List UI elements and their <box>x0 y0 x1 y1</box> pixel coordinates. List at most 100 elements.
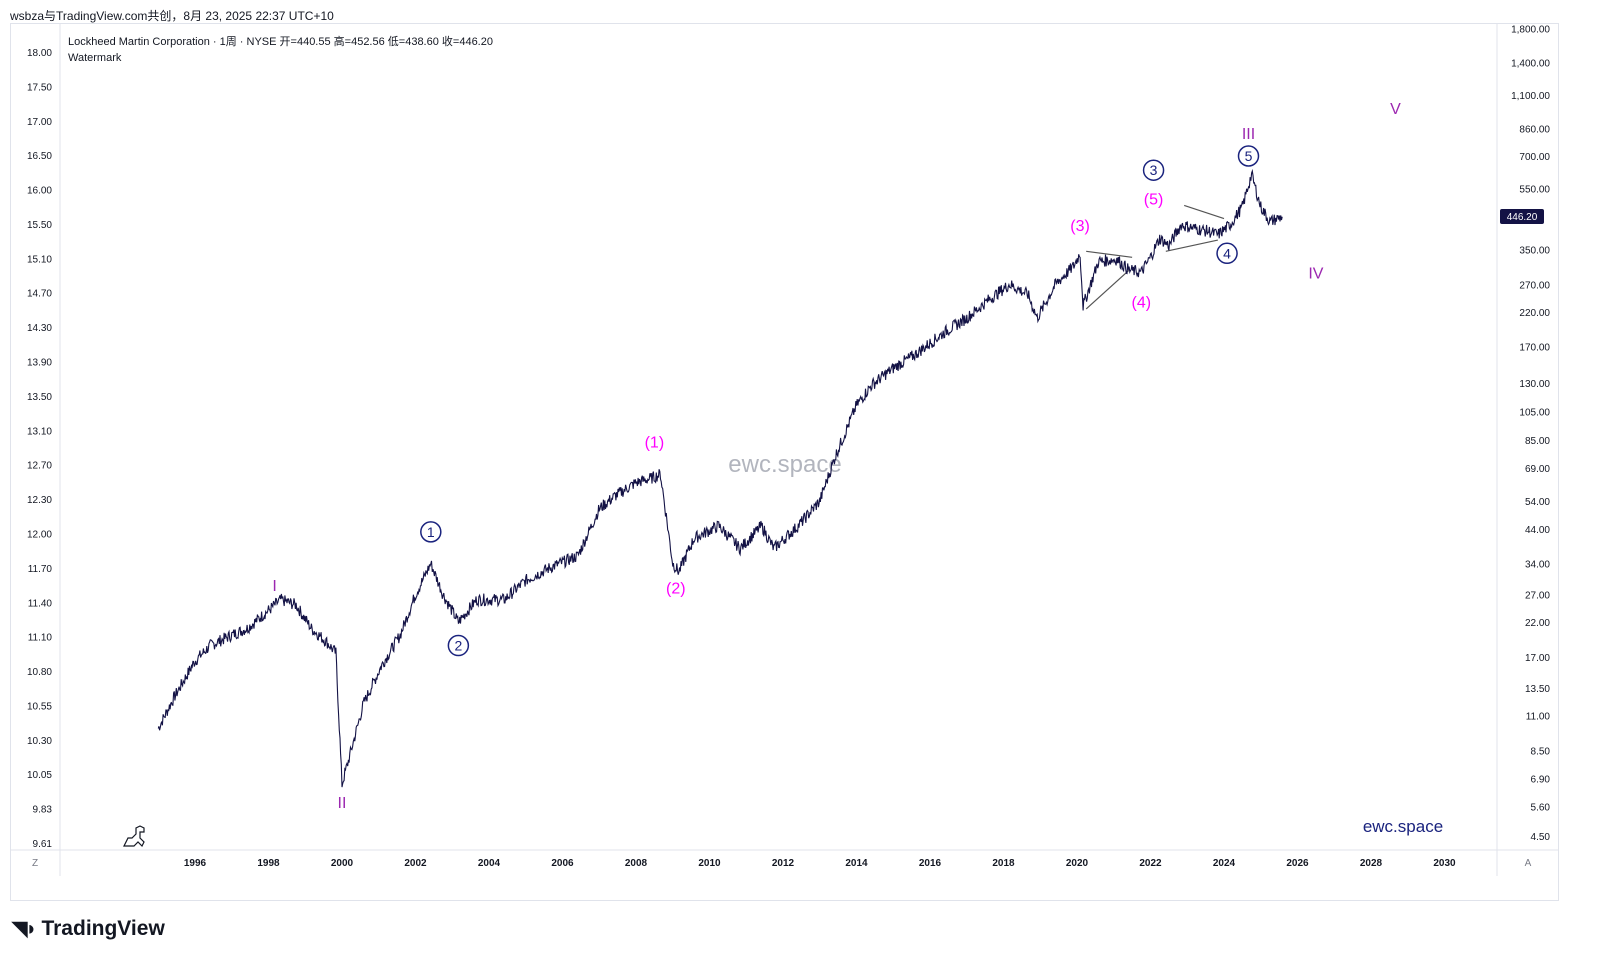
x-tick-label: 2000 <box>331 858 354 869</box>
wave-circle-label[interactable]: 2 <box>447 634 470 657</box>
x-tick-label: 2030 <box>1433 858 1456 869</box>
right-tick-label: 11.00 <box>1526 712 1551 723</box>
left-tick-label: 9.83 <box>33 805 53 816</box>
right-tick-label: 1,800.00 <box>1511 25 1550 36</box>
corner-watermark: ewc.space <box>1363 817 1443 836</box>
wave-circle-label[interactable]: 3 <box>1142 159 1165 181</box>
right-tick-label: 220.00 <box>1519 308 1550 319</box>
left-tick-label: 10.30 <box>27 736 52 747</box>
x-tick-label: 1996 <box>184 858 207 869</box>
tradingview-mark-icon: ◥◗ <box>12 918 38 940</box>
tradingview-logo[interactable]: ◥◗ TradingView <box>12 916 165 941</box>
last-price-tag: 446.20 <box>1500 209 1544 224</box>
trendline[interactable] <box>1183 204 1225 220</box>
right-tick-label: 1,400.00 <box>1511 59 1550 70</box>
left-tick-label: 17.50 <box>27 82 52 93</box>
auto-scale-a-button[interactable]: A <box>1525 858 1532 869</box>
wave-label[interactable]: IV <box>1308 265 1323 282</box>
wave-circle-text: 2 <box>454 638 462 654</box>
left-tick-label: 15.50 <box>27 220 52 231</box>
right-tick-label: 6.90 <box>1531 774 1551 785</box>
wave-label[interactable]: V <box>1390 101 1401 118</box>
dino-icon[interactable] <box>123 825 145 848</box>
left-tick-label: 10.80 <box>27 667 52 678</box>
wave-label[interactable]: (5) <box>1144 192 1164 209</box>
wave-label[interactable]: III <box>1242 126 1255 143</box>
watermark-legend[interactable]: Watermark <box>68 52 122 64</box>
x-tick-label: 2018 <box>992 858 1015 869</box>
wave-label[interactable]: (1) <box>645 435 665 452</box>
right-tick-label: 13.50 <box>1525 684 1550 695</box>
right-tick-label: 350.00 <box>1519 245 1550 256</box>
left-tick-label: 15.10 <box>27 254 52 265</box>
wave-circle-label[interactable]: 1 <box>420 521 442 543</box>
wave-circle-text: 4 <box>1223 245 1231 261</box>
left-tick-label: 14.30 <box>27 323 52 334</box>
left-price-axis: 18.00 17.50 17.00 16.50 16.00 15.50 15.10 14.70… <box>27 48 52 850</box>
x-tick-label: 2020 <box>1066 858 1089 869</box>
left-tick-label: 11.70 <box>28 564 53 575</box>
right-tick-label: 5.60 <box>1531 803 1551 814</box>
right-tick-label: 105.00 <box>1519 408 1550 419</box>
wave-label[interactable]: (3) <box>1070 218 1090 235</box>
left-tick-label: 11.10 <box>28 633 53 644</box>
x-tick-label: 2008 <box>625 858 648 869</box>
chart-frame <box>10 23 1559 901</box>
wave-label[interactable]: II <box>338 795 347 812</box>
tradingview-wordmark: TradingView <box>41 916 165 940</box>
right-tick-label: 550.00 <box>1519 184 1550 195</box>
right-tick-label: 4.50 <box>1531 832 1551 843</box>
right-tick-label: 17.00 <box>1525 653 1550 664</box>
right-tick-label: 130.00 <box>1519 379 1550 390</box>
left-tick-label: 18.00 <box>27 48 52 59</box>
center-watermark: ewc.space <box>728 451 841 478</box>
symbol-legend[interactable]: Lockheed Martin Corporation · 1周 · NYSE … <box>68 34 493 48</box>
right-price-axis: 1,800.00 1,400.00 1,100.00 860.00 700.00 550.… <box>1511 25 1550 843</box>
trendline[interactable] <box>1165 239 1219 252</box>
right-tick-label: 860.00 <box>1519 124 1550 135</box>
right-tick-label: 270.00 <box>1519 280 1550 291</box>
x-tick-label: 2014 <box>845 858 868 869</box>
wave-circle-text: 3 <box>1150 162 1158 178</box>
wave-circle-label[interactable]: 5 <box>1237 145 1260 167</box>
right-tick-label: 22.00 <box>1525 618 1550 629</box>
x-tick-label: 1998 <box>257 858 280 869</box>
left-tick-label: 17.00 <box>27 117 52 128</box>
x-tick-label: 2024 <box>1213 858 1236 869</box>
left-tick-label: 13.90 <box>27 358 52 369</box>
left-tick-label: 16.50 <box>27 151 52 162</box>
left-tick-label: 11.40 <box>28 598 53 609</box>
trendline[interactable] <box>1085 269 1130 310</box>
left-tick-label: 13.10 <box>27 426 52 437</box>
right-tick-label: 85.00 <box>1525 436 1550 447</box>
right-tick-label: 54.00 <box>1525 497 1550 508</box>
left-tick-label: 12.30 <box>27 495 52 506</box>
x-tick-label: 2010 <box>698 858 721 869</box>
left-tick-label: 9.61 <box>33 839 53 850</box>
header-topline: wsbza与TradingView.com共创，8月 23, 2025 22:3… <box>10 9 334 23</box>
right-tick-label: 1,100.00 <box>1511 91 1550 102</box>
wave-label[interactable]: (4) <box>1132 294 1152 311</box>
wave-label[interactable]: (2) <box>666 580 686 597</box>
left-tick-label: 12.00 <box>27 529 52 540</box>
left-tick-label: 12.70 <box>27 461 52 472</box>
trendline[interactable] <box>1086 250 1133 258</box>
x-tick-label: 2016 <box>919 858 942 869</box>
right-tick-label: 34.00 <box>1525 560 1550 571</box>
wave-circle-text: 5 <box>1245 148 1253 164</box>
x-tick-label: 2004 <box>478 858 501 869</box>
x-tick-label: 2026 <box>1286 858 1309 869</box>
left-tick-label: 10.05 <box>27 770 52 781</box>
auto-scale-z-button[interactable]: Z <box>32 858 38 869</box>
wave-label[interactable]: I <box>272 578 276 595</box>
right-tick-label: 170.00 <box>1519 343 1550 354</box>
price-series-line <box>157 168 1283 788</box>
time-axis: 1996 1998 2000 2002 2004 2006 2008 2010 2012 2014… <box>184 858 1456 869</box>
left-tick-label: 16.00 <box>27 186 52 197</box>
left-tick-label: 13.50 <box>27 392 52 403</box>
x-tick-label: 2022 <box>1139 858 1162 869</box>
wave-circle-label[interactable]: 4 <box>1216 242 1238 265</box>
wave-circle-text: 1 <box>427 524 435 540</box>
